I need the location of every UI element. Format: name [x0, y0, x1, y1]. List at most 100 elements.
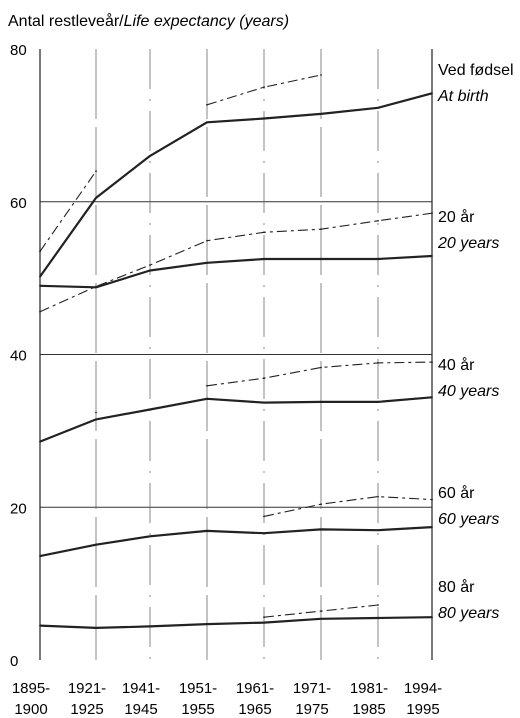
point-age40_m-5	[320, 401, 322, 403]
point-birth_f-4	[263, 86, 265, 89]
series-label-age80_m: 80 år	[438, 578, 475, 596]
series-label-en-age60_m: 60 years	[438, 511, 499, 528]
x-tick-label-line2: 1925	[70, 701, 103, 718]
grid	[40, 49, 432, 660]
x-tick-label-line1: 1941-	[122, 680, 160, 697]
series-birth_m	[39, 92, 433, 278]
series-label-en-age40_m: 40 years	[438, 383, 499, 400]
point-birth_m-3	[206, 121, 208, 124]
point-age80_m-1	[95, 627, 97, 629]
x-tick-label-line1: 1994-	[404, 680, 442, 697]
series-line-age20_f	[39, 212, 433, 313]
point-birth_m-2	[149, 155, 151, 157]
point-age40_f-3	[206, 384, 208, 387]
x-tick-label-line1: 1951-	[179, 680, 217, 697]
point-age40_m-3	[206, 397, 208, 400]
point-birth_m-1	[95, 197, 97, 199]
x-tick-label-line1: 1921-	[68, 680, 106, 697]
y-ticks: 0 20 40 60 80	[10, 42, 27, 670]
point-age60_f-5	[320, 503, 322, 506]
point-age80_m-6	[377, 617, 379, 619]
x-tick-label-line2: 1995	[406, 701, 439, 718]
y-tick-label: 0	[10, 653, 18, 670]
point-birth_f-1	[95, 170, 97, 173]
x-tick-label-line2: 1985	[352, 701, 385, 718]
series-label-age40_m: 40 år	[438, 356, 475, 374]
point-age40_f-6	[377, 362, 379, 364]
point-age20_f-4	[263, 231, 265, 234]
series-line-birth_f	[39, 74, 322, 252]
point-age60_m-0	[39, 555, 41, 557]
point-age80_f-5	[320, 610, 322, 612]
point-age80_f-6	[377, 604, 379, 606]
x-tick-label-line2: 1955	[181, 701, 214, 718]
series-line-birth_m	[39, 92, 433, 278]
x-tick-label-line2: 1900	[14, 701, 47, 718]
point-age40_f-1	[95, 411, 97, 414]
point-birth_m-5	[320, 113, 322, 115]
x-tick-label-line2: 1965	[238, 701, 271, 718]
point-age80_m-7	[431, 616, 433, 619]
x-ticks: 1895- 1900 1921- 1925 1941- 1945 1951- 1955 1961…	[12, 680, 442, 718]
x-tick-label-line1: 1981-	[350, 680, 388, 697]
point-age40_m-2	[149, 408, 151, 411]
point-age20_f-0	[39, 310, 41, 313]
point-age20_m-0	[39, 284, 41, 287]
x-tick-label-line1: 1961-	[236, 680, 274, 697]
series-age20_m	[39, 254, 433, 289]
point-age20_m-5	[320, 258, 322, 260]
point-age80_m-4	[263, 621, 265, 624]
series-label-birth_m: Ved fødsel	[438, 62, 514, 79]
series-age60_m	[39, 526, 433, 558]
point-age20_m-4	[263, 258, 265, 260]
series-age80_f	[263, 604, 379, 619]
point-birth_m-4	[263, 117, 265, 120]
series-group	[39, 74, 433, 629]
y-axis-label: Antal restleveår/Life expectancy (years)	[8, 12, 289, 30]
series-label-en-birth_m: At birth	[437, 88, 489, 105]
point-age40_f-4	[263, 377, 265, 380]
point-age60_f-4	[263, 515, 265, 518]
series-age40_m	[39, 396, 433, 443]
point-age40_f-5	[320, 366, 322, 369]
series-age80_m	[39, 616, 433, 629]
point-birth_m-0	[39, 275, 41, 278]
x-tick-label-line2: 1945	[124, 701, 157, 718]
point-age80_m-0	[39, 624, 41, 627]
point-age20_f-3	[206, 239, 208, 242]
y-tick-label: 20	[10, 500, 27, 517]
point-age40_f-7	[431, 361, 433, 363]
y-tick-label: 60	[10, 195, 27, 212]
point-age80_m-5	[320, 617, 322, 620]
point-age20_m-7	[431, 255, 433, 257]
point-age20_f-5	[320, 228, 322, 231]
point-birth_f-5	[320, 74, 322, 76]
y-axis-label-en: Life expectancy (years)	[124, 13, 289, 30]
point-birth_m-7	[431, 92, 433, 95]
series-label-en-age20_m: 20 years	[437, 235, 499, 252]
series-label-en-age80_m: 80 years	[438, 605, 499, 622]
point-age60_f-6	[377, 495, 379, 498]
series-birth_f	[39, 74, 322, 253]
series-line-age20_m	[39, 254, 433, 289]
series-line-age80_m	[39, 616, 433, 629]
series-label-age60_m: 60 år	[438, 484, 475, 502]
point-age40_m-7	[431, 396, 433, 399]
point-age40_m-0	[39, 440, 41, 443]
point-age20_m-6	[377, 258, 379, 260]
y-tick-label: 80	[10, 42, 27, 59]
point-birth_f-0	[39, 250, 41, 253]
x-tick-label-line1: 1971-	[293, 680, 331, 697]
point-age20_m-2	[149, 269, 151, 272]
point-age40_m-6	[377, 401, 379, 403]
series-age60_f	[263, 495, 433, 518]
point-age60_m-5	[320, 528, 322, 531]
series-label-age20_m: 20 år	[438, 208, 475, 226]
series-age40_f	[95, 361, 433, 414]
point-age20_f-1	[95, 285, 97, 288]
series-age20_f	[39, 212, 433, 313]
series-labels: Ved fødsel At birth 20 år 20 years 40 år 40 y…	[437, 62, 514, 622]
point-age80_m-3	[206, 623, 208, 625]
y-axis-label-no: Antal restleveår/	[8, 12, 124, 30]
point-age40_m-4	[263, 401, 265, 404]
